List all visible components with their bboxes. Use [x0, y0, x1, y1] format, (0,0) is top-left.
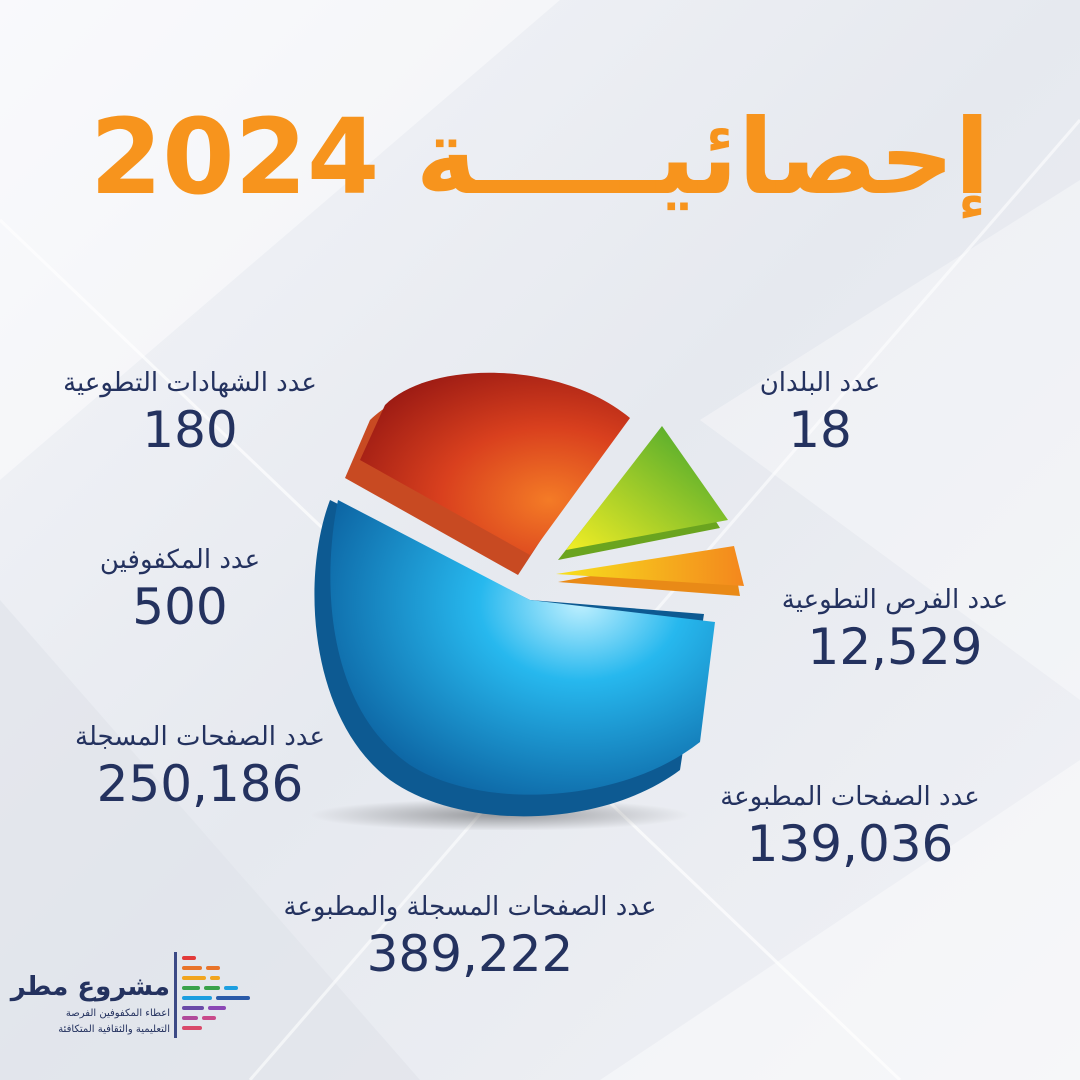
- stat-certificates-value: 180: [142, 401, 238, 460]
- stat-blind-label: عدد المكفوفين: [99, 545, 261, 575]
- stat-blind-value: 500: [132, 578, 228, 637]
- stat-recorded-pages-label: عدد الصفحات المسجلة: [75, 722, 325, 752]
- pie-slice-yellow: [556, 546, 744, 586]
- logo-name: مشروع مطر: [10, 972, 170, 1002]
- stat-opportunities-label: عدد الفرص التطوعية: [781, 585, 1009, 615]
- logo-tagline-1: اعطاء المكفوفين الفرصة: [65, 1008, 170, 1019]
- pie-slice-blue: [330, 500, 715, 795]
- stat-countries-value: 18: [788, 401, 852, 460]
- stat-total-pages-label: عدد الصفحات المسجلة والمطبوعة: [283, 892, 657, 922]
- pie-chart-illustration: [310, 372, 744, 830]
- stat-certificates: عدد الشهادات التطوعية 180: [40, 368, 340, 462]
- stat-printed-pages: عدد الصفحات المطبوعة 139,036: [690, 782, 1010, 876]
- stat-total-pages: عدد الصفحات المسجلة والمطبوعة 389,222: [250, 892, 690, 986]
- logo-rain-bars-icon: [174, 952, 250, 1038]
- stat-countries: عدد البلدان 18: [720, 368, 920, 462]
- stat-total-pages-value: 389,222: [366, 925, 574, 984]
- stat-certificates-label: عدد الشهادات التطوعية: [63, 368, 317, 398]
- stat-recorded-pages: عدد الصفحات المسجلة 250,186: [40, 722, 360, 816]
- logo: مشروع مطر اعطاء المكفوفين الفرصة التعليم…: [11, 950, 270, 1050]
- stat-printed-pages-value: 139,036: [746, 815, 954, 874]
- pie-slice-red: [360, 372, 630, 555]
- stat-opportunities: عدد الفرص التطوعية 12,529: [750, 585, 1040, 679]
- stat-printed-pages-label: عدد الصفحات المطبوعة: [720, 782, 980, 812]
- stat-countries-label: عدد البلدان: [759, 368, 881, 398]
- logo-tagline-2: التعليمية والثقافية المتكافئة: [58, 1024, 170, 1035]
- stat-opportunities-value: 12,529: [807, 618, 983, 677]
- stat-recorded-pages-value: 250,186: [96, 755, 304, 814]
- page-title: إحصائيـــــة 2024: [89, 96, 991, 218]
- stat-blind: عدد المكفوفين 500: [60, 545, 300, 639]
- pie-slice-green: [566, 426, 728, 550]
